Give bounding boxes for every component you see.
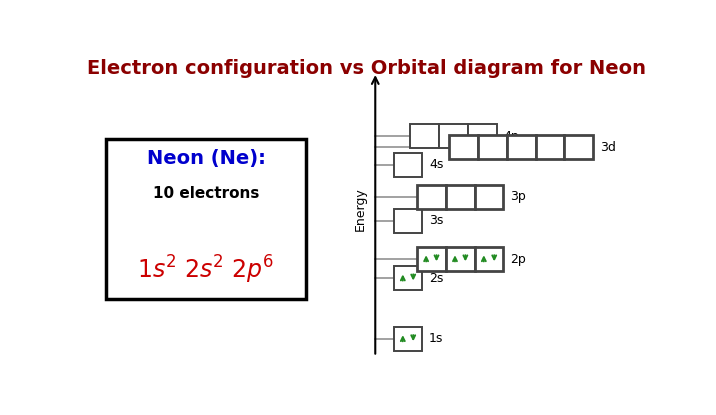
Bar xyxy=(446,247,475,271)
Text: 4p: 4p xyxy=(503,129,519,143)
Text: 2p: 2p xyxy=(510,253,526,266)
Bar xyxy=(394,327,422,351)
Bar xyxy=(536,135,564,159)
Bar xyxy=(106,139,306,299)
Text: 10 electrons: 10 electrons xyxy=(153,186,259,201)
Bar xyxy=(449,135,478,159)
Text: Electron configuration vs Orbital diagram for Neon: Electron configuration vs Orbital diagra… xyxy=(87,59,647,78)
Bar xyxy=(394,153,422,177)
Bar xyxy=(410,124,439,148)
Text: $1s^2\ 2s^2\ 2p^6$: $1s^2\ 2s^2\ 2p^6$ xyxy=(137,254,275,286)
Bar xyxy=(468,124,497,148)
Text: 1s: 1s xyxy=(429,332,443,346)
Bar xyxy=(475,247,503,271)
Text: Neon (Ne):: Neon (Ne): xyxy=(147,149,266,168)
Text: 3d: 3d xyxy=(600,141,616,154)
Bar xyxy=(478,135,507,159)
Bar xyxy=(446,185,475,209)
Bar xyxy=(475,185,503,209)
Bar xyxy=(394,209,422,233)
Text: 3p: 3p xyxy=(510,190,526,203)
Bar xyxy=(439,124,468,148)
Bar xyxy=(417,185,446,209)
Text: 2s: 2s xyxy=(429,272,443,285)
Bar xyxy=(394,266,422,290)
Bar xyxy=(564,135,594,159)
Bar xyxy=(417,247,446,271)
Text: 3s: 3s xyxy=(429,214,443,227)
Bar xyxy=(507,135,536,159)
Text: Energy: Energy xyxy=(354,188,367,232)
Text: 4s: 4s xyxy=(429,159,443,171)
